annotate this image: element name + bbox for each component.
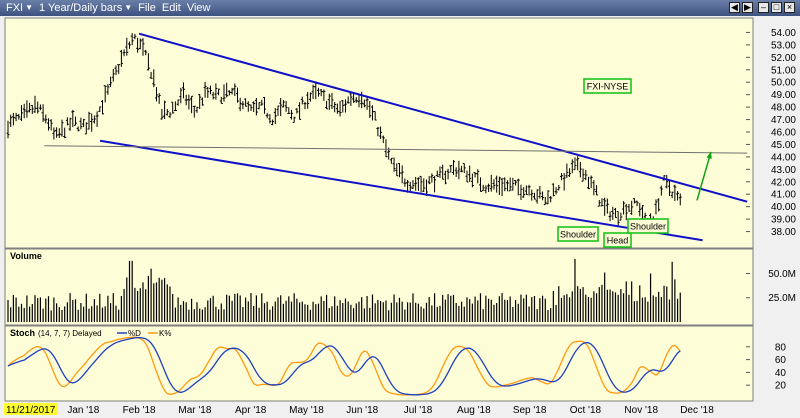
price-bars [6, 33, 682, 227]
x-tick-label: Dec '18 [680, 405, 714, 416]
stoch-params: (14, 7, 7) Delayed [38, 329, 102, 338]
stoch-tick-label: 60 [775, 355, 787, 366]
next-icon[interactable]: ▶ [742, 2, 753, 13]
price-tick-label: 46.00 [771, 128, 796, 139]
x-tick-label: Aug '18 [457, 405, 491, 416]
price-tick-label: 49.00 [771, 90, 796, 101]
stoch-lines [7, 336, 681, 396]
price-tick-label: 41.00 [771, 190, 796, 201]
close-icon[interactable]: × [784, 2, 795, 13]
footer-date: 11/21/2017 [6, 405, 56, 416]
x-tick-label: Jun '18 [346, 405, 378, 416]
instrument-label: FXI-NYSE [587, 82, 629, 92]
x-tick-label: Nov '18 [624, 405, 658, 416]
right-shoulder-badge: Shoulder [627, 218, 669, 234]
menu-view[interactable]: View [187, 0, 211, 16]
price-tick-label: 45.00 [771, 140, 796, 151]
right-shoulder-label: Shoulder [630, 222, 666, 232]
x-tick-label: Sep '18 [513, 405, 547, 416]
volume-panel [4, 248, 754, 326]
x-tick-label: Oct '18 [570, 405, 602, 416]
price-tick-label: 39.00 [771, 215, 796, 226]
stoch-k-line [7, 336, 681, 396]
volume-tick-label: 25.0M [768, 293, 796, 304]
maximize-icon[interactable]: □ [771, 2, 782, 13]
x-tick-label: Apr '18 [235, 405, 267, 416]
chart-toolbar: FXI ▼ 1 Year/Daily bars ▼ File Edit View… [0, 0, 800, 16]
lower-channel-line [99, 139, 703, 242]
price-tick-label: 43.00 [771, 165, 796, 176]
menu-edit[interactable]: Edit [162, 0, 181, 16]
footer-date-box [4, 403, 58, 415]
head-label: Head [607, 236, 629, 246]
menu-edit-label: Edit [161, 2, 181, 14]
legend-d: %D [128, 329, 141, 338]
trend-lines [44, 32, 748, 242]
period-label: 1 Year/Daily bars [39, 2, 123, 14]
x-tick-label: Jul '18 [404, 405, 433, 416]
stoch-title: Stoch [10, 328, 35, 338]
previous-icon[interactable]: ◀ [729, 2, 740, 13]
price-tick-label: 38.00 [771, 227, 796, 238]
x-tick-label: Feb '18 [123, 405, 156, 416]
menu-view-label: View [186, 2, 211, 14]
x-tick-label: Mar '18 [178, 405, 211, 416]
left-shoulder-label: Shoulder [560, 230, 596, 240]
stoch-tick-label: 80 [775, 342, 787, 353]
minimize-icon[interactable]: – [758, 2, 769, 13]
price-tick-label: 44.00 [771, 152, 796, 163]
stoch-tick-label: 40 [775, 368, 787, 379]
price-tick-label: 48.00 [771, 103, 796, 114]
head-badge: Head [603, 232, 632, 248]
menu-file-label: File [138, 2, 156, 14]
x-axis: Jan '18 Feb '18 Mar '18 Apr '18 May '18 Jun '… [67, 405, 714, 416]
legend-k: K% [159, 329, 171, 338]
volume-tick-label: 50.0M [768, 269, 796, 280]
volume-axis: 25.0M 50.0M [746, 269, 796, 304]
chevron-down-icon: ▼ [124, 3, 133, 12]
left-shoulder-badge: Shoulder [557, 226, 599, 242]
breakout-arrow [696, 151, 712, 201]
neckline-line [44, 145, 748, 154]
price-tick-label: 40.00 [771, 202, 796, 213]
stoch-panel [4, 325, 754, 402]
stoch-d-line [7, 337, 681, 396]
volume-bars [7, 258, 681, 322]
stoch-axis: 20 40 60 80 [746, 342, 787, 392]
price-tick-label: 53.00 [771, 40, 796, 51]
price-tick-label: 42.00 [771, 177, 796, 188]
stoch-legend: %D K% [117, 329, 171, 338]
volume-title: Volume [10, 251, 42, 261]
price-tick-label: 51.00 [771, 65, 796, 76]
menu-file[interactable]: File [138, 0, 156, 16]
price-tick-label: 52.00 [771, 53, 796, 64]
x-tick-label: Jan '18 [67, 405, 99, 416]
stoch-tick-label: 20 [775, 381, 787, 392]
instrument-badge: FXI-NYSE [583, 78, 632, 94]
price-tick-label: 54.00 [771, 28, 796, 39]
price-panel [4, 17, 754, 249]
upper-channel-line [138, 32, 748, 203]
symbol-selector[interactable]: FXI ▼ [6, 0, 33, 16]
period-selector[interactable]: 1 Year/Daily bars ▼ [39, 0, 132, 16]
symbol-label: FXI [6, 2, 24, 14]
chevron-down-icon: ▼ [25, 3, 34, 12]
arrow-head [706, 151, 712, 159]
price-tick-label: 47.00 [771, 115, 796, 126]
x-tick-label: May '18 [289, 405, 324, 416]
price-tick-label: 50.00 [771, 78, 796, 89]
